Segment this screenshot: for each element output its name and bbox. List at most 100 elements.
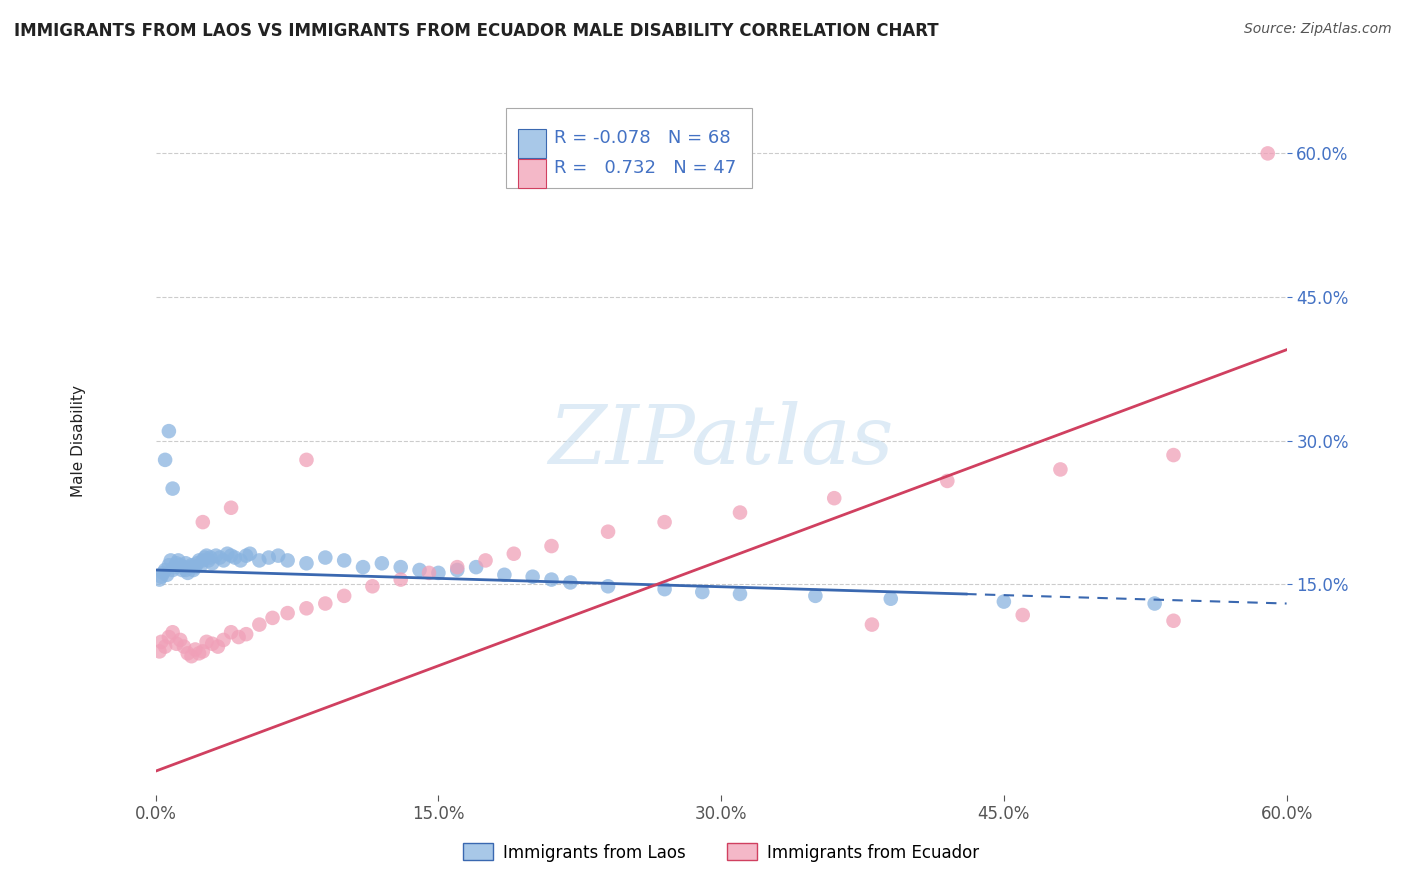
Point bbox=[295, 601, 318, 615]
Point bbox=[418, 566, 440, 580]
Point bbox=[1163, 614, 1185, 628]
Point bbox=[191, 644, 214, 658]
Point bbox=[174, 557, 197, 571]
Point bbox=[262, 611, 284, 625]
Point bbox=[148, 573, 170, 587]
Point bbox=[257, 550, 280, 565]
Point bbox=[153, 563, 176, 577]
Point bbox=[860, 617, 883, 632]
Point bbox=[596, 524, 619, 539]
Point bbox=[163, 560, 186, 574]
Point bbox=[194, 550, 217, 565]
Point bbox=[1143, 597, 1166, 611]
Point bbox=[219, 549, 242, 563]
Point bbox=[217, 547, 239, 561]
Point bbox=[361, 579, 384, 593]
Point bbox=[596, 579, 619, 593]
Point bbox=[208, 550, 231, 565]
Point bbox=[150, 570, 173, 584]
Point bbox=[352, 560, 374, 574]
Point bbox=[186, 557, 208, 571]
Point bbox=[560, 575, 582, 590]
Point bbox=[157, 558, 180, 573]
Point bbox=[235, 549, 257, 563]
Point bbox=[180, 649, 202, 664]
Point bbox=[654, 515, 676, 529]
Point bbox=[188, 553, 211, 567]
Point bbox=[183, 563, 205, 577]
Point bbox=[389, 560, 412, 574]
Point bbox=[162, 625, 184, 640]
Point bbox=[540, 539, 562, 553]
Point bbox=[212, 632, 235, 647]
Point bbox=[522, 570, 544, 584]
Point bbox=[333, 589, 356, 603]
Point bbox=[173, 640, 195, 654]
Point bbox=[1163, 448, 1185, 462]
Point bbox=[219, 500, 242, 515]
Point bbox=[190, 558, 212, 573]
Point bbox=[148, 644, 170, 658]
Point bbox=[162, 482, 184, 496]
Point bbox=[153, 640, 176, 654]
Point bbox=[219, 625, 242, 640]
Y-axis label: Male Disability: Male Disability bbox=[72, 384, 86, 497]
Text: ZIPatlas: ZIPatlas bbox=[548, 401, 894, 481]
Point bbox=[205, 549, 228, 563]
Point bbox=[212, 553, 235, 567]
Point bbox=[239, 547, 262, 561]
Point bbox=[157, 424, 180, 438]
Point bbox=[174, 563, 197, 577]
Legend: Immigrants from Laos, Immigrants from Ecuador: Immigrants from Laos, Immigrants from Ec… bbox=[456, 837, 986, 868]
Point bbox=[152, 566, 174, 580]
Point bbox=[408, 563, 430, 577]
Point bbox=[247, 553, 270, 567]
Text: R =   0.732   N = 47: R = 0.732 N = 47 bbox=[554, 159, 737, 177]
Point bbox=[177, 566, 200, 580]
Point bbox=[224, 550, 246, 565]
Point bbox=[191, 553, 214, 567]
Point bbox=[165, 637, 187, 651]
Point bbox=[654, 582, 676, 596]
Point bbox=[197, 553, 219, 567]
Point bbox=[277, 606, 299, 620]
Point bbox=[880, 591, 903, 606]
Point bbox=[156, 567, 179, 582]
Point bbox=[1257, 146, 1279, 161]
Point bbox=[314, 597, 336, 611]
Point bbox=[465, 560, 488, 574]
Point bbox=[993, 594, 1015, 608]
Point bbox=[229, 553, 252, 567]
Point bbox=[427, 566, 450, 580]
Point bbox=[371, 557, 394, 571]
Point bbox=[1011, 607, 1033, 622]
Point bbox=[195, 549, 218, 563]
Point bbox=[446, 563, 468, 577]
Point bbox=[494, 567, 516, 582]
Point bbox=[502, 547, 524, 561]
Point bbox=[167, 553, 190, 567]
Point bbox=[170, 563, 193, 577]
Point bbox=[228, 630, 250, 644]
Point bbox=[804, 589, 827, 603]
Point bbox=[295, 453, 318, 467]
Point bbox=[446, 560, 468, 574]
Point bbox=[201, 637, 224, 651]
Point bbox=[389, 573, 412, 587]
Text: IMMIGRANTS FROM LAOS VS IMMIGRANTS FROM ECUADOR MALE DISABILITY CORRELATION CHAR: IMMIGRANTS FROM LAOS VS IMMIGRANTS FROM … bbox=[14, 22, 939, 40]
Point bbox=[150, 635, 173, 649]
Point bbox=[295, 557, 318, 571]
Point bbox=[235, 627, 257, 641]
Point bbox=[188, 646, 211, 660]
Point bbox=[207, 640, 229, 654]
Point bbox=[201, 557, 224, 571]
Point bbox=[153, 453, 176, 467]
Point bbox=[1049, 462, 1071, 476]
Text: R = -0.078   N = 68: R = -0.078 N = 68 bbox=[554, 129, 731, 147]
Point bbox=[823, 491, 845, 505]
Point bbox=[169, 632, 191, 647]
Point bbox=[157, 630, 180, 644]
Point bbox=[195, 635, 218, 649]
Point bbox=[162, 563, 184, 577]
Point bbox=[191, 515, 214, 529]
